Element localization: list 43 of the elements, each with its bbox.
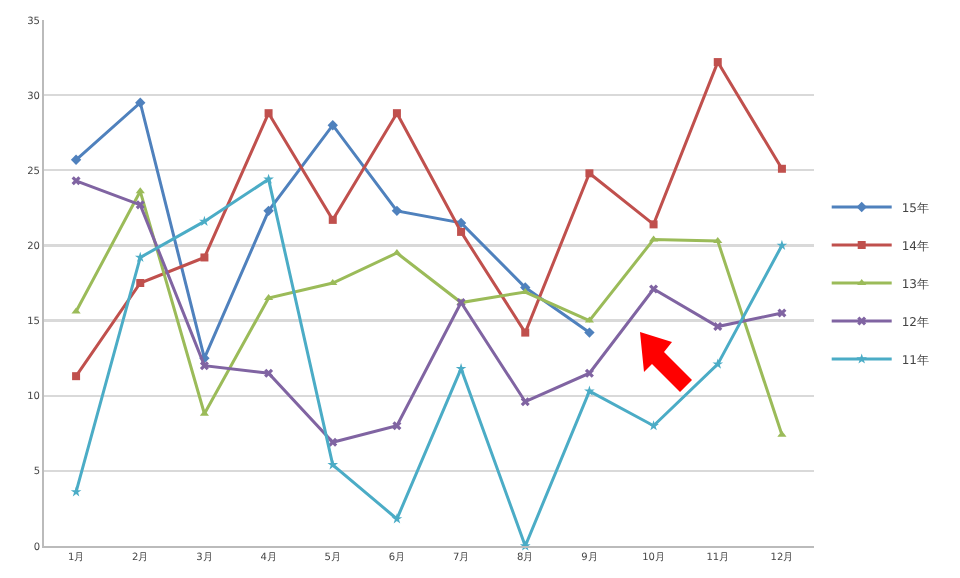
point [649, 284, 659, 294]
point [649, 220, 658, 229]
point [72, 372, 81, 381]
point [392, 109, 401, 118]
point [457, 227, 466, 236]
point [263, 173, 274, 184]
point [135, 200, 145, 210]
point [777, 430, 787, 437]
point [264, 109, 273, 118]
point [328, 437, 338, 447]
point [391, 513, 403, 524]
point [70, 486, 82, 497]
point [71, 307, 81, 314]
point [327, 120, 338, 131]
point [585, 169, 594, 178]
point [70, 154, 82, 165]
point [713, 236, 723, 243]
point [328, 215, 337, 224]
point [455, 363, 467, 374]
point [712, 358, 724, 369]
point [520, 397, 530, 407]
point [777, 308, 787, 318]
point [200, 253, 209, 262]
point [199, 361, 209, 371]
point [136, 279, 145, 287]
point [327, 459, 339, 470]
point [71, 176, 81, 186]
point [713, 58, 722, 67]
point [134, 251, 146, 262]
point [199, 215, 210, 226]
point [392, 421, 402, 431]
point [777, 164, 786, 173]
point [521, 328, 530, 337]
point [584, 368, 594, 378]
point [584, 385, 595, 396]
point [776, 239, 788, 250]
point [713, 322, 723, 332]
point [584, 327, 595, 338]
point [264, 368, 274, 378]
point [135, 97, 146, 108]
point [263, 205, 274, 217]
point [648, 420, 659, 431]
point [391, 205, 403, 217]
